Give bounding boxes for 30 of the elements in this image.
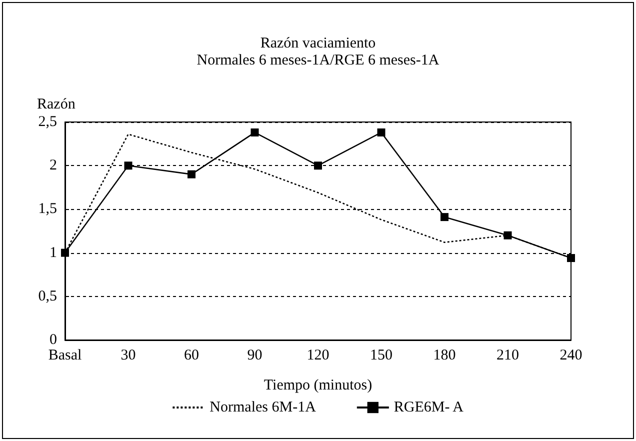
point [314, 162, 322, 170]
y-tick-label: 2 [50, 158, 57, 174]
chart-title: Razón vaciamiento [260, 36, 376, 52]
legend-label: RGE6M- A [394, 400, 464, 416]
x-tick-label: 60 [184, 348, 199, 364]
x-tick-label: 30 [120, 348, 136, 364]
x-axis-title: Tiempo (minutos) [264, 378, 372, 394]
point [440, 213, 448, 222]
y-axis-title: Razón [37, 96, 76, 112]
x-tick-label: Basal [48, 348, 82, 364]
point [567, 254, 575, 262]
point [124, 162, 132, 170]
x-tick-label: 210 [496, 348, 519, 364]
chart-subtitle: Normales 6 meses-1A/RGE 6 meses-1A [196, 52, 440, 68]
x-tick-label: 180 [433, 348, 456, 364]
y-tick-label: 0 [50, 332, 57, 348]
point [377, 128, 386, 136]
y-tick-label: 1 [50, 244, 57, 261]
point [188, 170, 196, 178]
x-tick-label: 120 [306, 348, 330, 364]
y-tick-label: 1,5 [38, 201, 57, 218]
point [504, 231, 512, 240]
x-tick-label: 240 [560, 348, 582, 364]
point [61, 248, 69, 257]
x-tick-label: 150 [370, 348, 392, 364]
legend-label: Normales 6M-1A [210, 400, 316, 416]
y-tick-label: 2,5 [38, 114, 57, 130]
point [250, 128, 259, 136]
x-tick-label: 90 [247, 348, 262, 364]
y-tick-label: 0,5 [38, 288, 57, 304]
